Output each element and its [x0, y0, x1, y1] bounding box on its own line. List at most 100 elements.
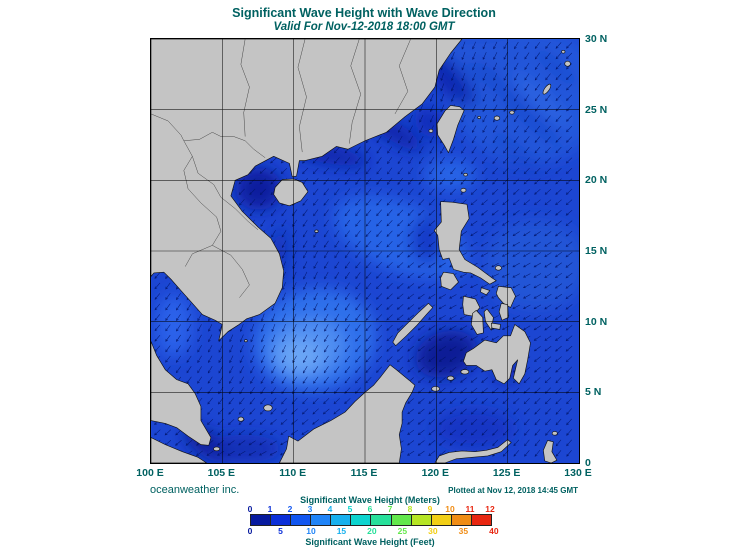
colorbar-cell — [270, 515, 291, 525]
island-mindoro — [440, 271, 459, 291]
island-babuyan — [460, 187, 467, 193]
meter-tick-label: 10 — [445, 504, 455, 514]
island-catanduanes — [494, 265, 502, 271]
island-miyako — [509, 110, 515, 115]
meter-tick-label: 5 — [347, 504, 353, 514]
colorbar-title-meters: Significant Wave Height (Meters) — [300, 495, 440, 505]
meter-tick-label: 3 — [307, 504, 313, 514]
island-natuna — [263, 404, 273, 412]
colorbar-gradient — [250, 514, 492, 526]
island-cebu — [483, 308, 494, 331]
colorbar-cell — [310, 515, 331, 525]
island-paracel — [314, 229, 319, 233]
meter-tick-label: 0 — [247, 504, 253, 514]
lat-tick-label: 5 N — [585, 386, 602, 399]
island-batanes — [463, 172, 468, 177]
meter-tick-label: 6 — [367, 504, 373, 514]
map-plot-area — [150, 38, 580, 464]
lat-tick-label: 15 N — [585, 245, 608, 257]
island-leyte — [498, 302, 509, 321]
meter-tick-label: 4 — [327, 504, 333, 514]
colorbar-cell — [330, 515, 351, 525]
lat-tick-label: 20 N — [585, 174, 608, 187]
graticule-grid — [151, 39, 579, 463]
meter-tick-label: 1 — [267, 504, 273, 514]
meter-tick-label: 9 — [427, 504, 433, 514]
lon-tick-label: 130 E — [564, 467, 592, 479]
meter-tick-label: 7 — [387, 504, 393, 514]
island-negros — [470, 310, 484, 335]
island-basilan — [460, 369, 470, 375]
colorbar-title-feet: Significant Wave Height (Feet) — [305, 537, 435, 547]
island-con-son — [244, 339, 248, 343]
colorbar-cell — [350, 515, 371, 525]
longitude-axis: 100 E 105 E 110 E 115 E 120 E 125 E 130 E — [136, 467, 591, 481]
island-masbate — [480, 287, 491, 296]
colorbar-cell — [450, 515, 471, 525]
colorbar-feet-ticks: 0 5 10 15 20 25 30 35 40 — [247, 526, 499, 536]
feet-tick-label: 20 — [367, 526, 377, 536]
island-tokara — [561, 49, 566, 54]
island-yonaguni — [477, 115, 481, 119]
meter-tick-label: 8 — [407, 504, 413, 514]
island-bintan — [213, 446, 221, 452]
island-luzon — [433, 201, 497, 285]
island-okinawa — [542, 83, 552, 95]
feet-tick-label: 10 — [306, 526, 316, 536]
meter-tick-label: 2 — [287, 504, 293, 514]
island-halmahera — [543, 440, 558, 463]
colorbar-cell — [390, 515, 411, 525]
page-title: Significant Wave Height with Wave Direct… — [232, 6, 496, 20]
colorbar-cell — [410, 515, 431, 525]
colorbar-cell — [430, 515, 451, 525]
meter-tick-label: 11 — [465, 504, 475, 514]
lon-tick-label: 115 E — [350, 467, 378, 479]
island-taiwan — [436, 105, 465, 154]
landmasses — [151, 39, 571, 463]
island-bohol — [490, 322, 501, 330]
oceanweather-branding: oceanweather inc. — [150, 484, 240, 496]
island-mindanao — [463, 324, 531, 385]
colorbar-cell — [251, 515, 271, 525]
landmass-china-indochina — [151, 39, 463, 342]
island-tawitawi — [431, 386, 440, 392]
island-anambas — [237, 416, 245, 422]
colorbar-cell — [470, 515, 491, 525]
lat-tick-label: 0 — [585, 457, 591, 469]
island-palawan — [392, 302, 434, 347]
wave-map — [151, 39, 579, 463]
lon-tick-label: 125 E — [492, 467, 521, 479]
feet-tick-label: 5 — [278, 526, 283, 536]
plotted-timestamp: Plotted at Nov 12, 2018 14:45 GMT — [448, 486, 578, 495]
lon-tick-label: 110 E — [279, 467, 307, 479]
meter-tick-label: 12 — [485, 504, 495, 514]
latitude-axis: 30 N 25 N 20 N 15 N 10 N 5 N 0 — [585, 33, 630, 469]
feet-tick-label: 25 — [397, 526, 408, 536]
feet-tick-label: 15 — [336, 526, 347, 536]
feet-tick-label: 0 — [247, 526, 253, 536]
feet-tick-label: 35 — [458, 526, 469, 536]
colorbar-cell — [290, 515, 311, 525]
island-penghu — [428, 128, 434, 133]
colorbar-cell — [370, 515, 391, 525]
landmass-malay-peninsula — [151, 341, 212, 446]
valid-time-subtitle: Valid For Nov-12-2018 18:00 GMT — [273, 21, 455, 33]
landmass-sumatra — [151, 437, 207, 463]
lat-tick-label: 25 N — [585, 103, 608, 116]
lon-tick-label: 100 E — [136, 467, 164, 479]
island-borneo — [279, 364, 416, 463]
lat-tick-label: 30 N — [585, 33, 608, 45]
lon-tick-label: 120 E — [421, 467, 450, 479]
island-ishigaki — [493, 115, 501, 121]
feet-tick-label: 30 — [428, 526, 438, 536]
political-borders — [151, 39, 411, 298]
lat-tick-label: 10 N — [585, 315, 608, 328]
lon-tick-label: 105 E — [207, 467, 236, 479]
island-hainan — [273, 178, 309, 207]
island-morotai — [551, 431, 558, 436]
island-amami — [564, 60, 571, 67]
island-jolo — [446, 375, 455, 381]
colorbar-meter-ticks: 0 1 2 3 4 5 6 7 8 9 10 11 12 — [247, 504, 495, 514]
feet-tick-label: 40 — [489, 526, 499, 536]
